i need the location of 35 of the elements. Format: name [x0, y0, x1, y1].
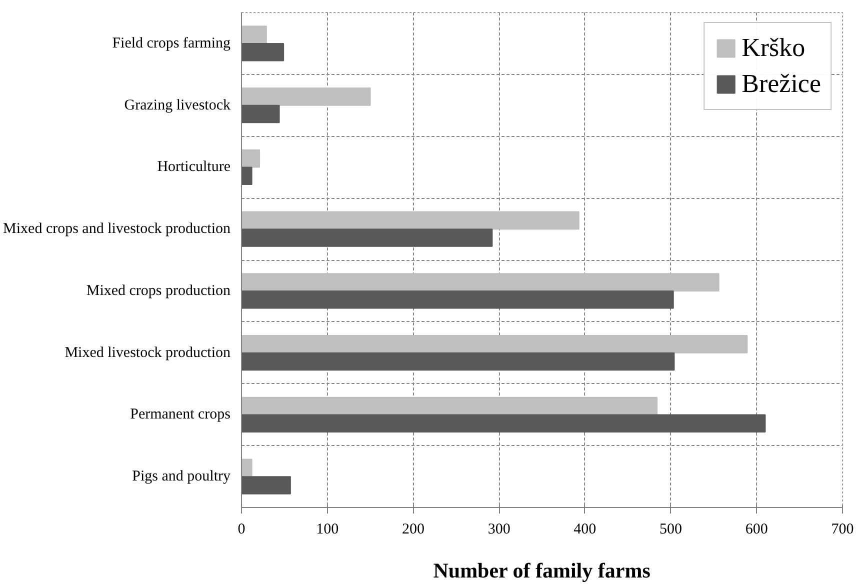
bar [242, 334, 748, 354]
bar [242, 228, 493, 247]
x-axis-title: Number of family farms [433, 558, 650, 582]
y-tick-label: Horticulture [157, 159, 231, 176]
y-tick-label: Field crops farming [112, 35, 231, 52]
y-tick-label: Permanent crops [130, 406, 231, 423]
y-tick-label: Mixed livestock production [64, 344, 231, 361]
y-tick-label: Mixed crops and livestock production [3, 221, 231, 238]
bar [242, 42, 284, 62]
legend-label: Krško [742, 33, 806, 63]
bar [242, 149, 260, 168]
x-tick-label: 300 [488, 522, 510, 538]
bar [242, 87, 371, 106]
x-tick-label: 500 [660, 522, 682, 538]
bar [242, 26, 267, 44]
bar [242, 290, 674, 309]
x-tick-label: 200 [402, 522, 424, 538]
bar [242, 396, 658, 416]
bar [242, 104, 280, 124]
y-tick-label: Grazing livestock [124, 97, 231, 114]
bar [242, 273, 720, 292]
bar [242, 476, 291, 494]
bar [242, 414, 766, 433]
x-tick-label: 400 [574, 522, 596, 538]
bar [242, 352, 675, 371]
legend-label: Brežice [742, 69, 821, 99]
x-tick-label: 0 [238, 522, 246, 538]
y-tick-label: Pigs and poultry [132, 468, 231, 485]
x-tick-label: 700 [831, 522, 854, 538]
y-tick-label: Mixed crops production [86, 282, 231, 299]
x-tick-label: 100 [316, 522, 339, 538]
bar [242, 211, 580, 230]
x-tick-label: 600 [745, 522, 768, 538]
bar [242, 458, 252, 478]
bar [242, 166, 252, 186]
